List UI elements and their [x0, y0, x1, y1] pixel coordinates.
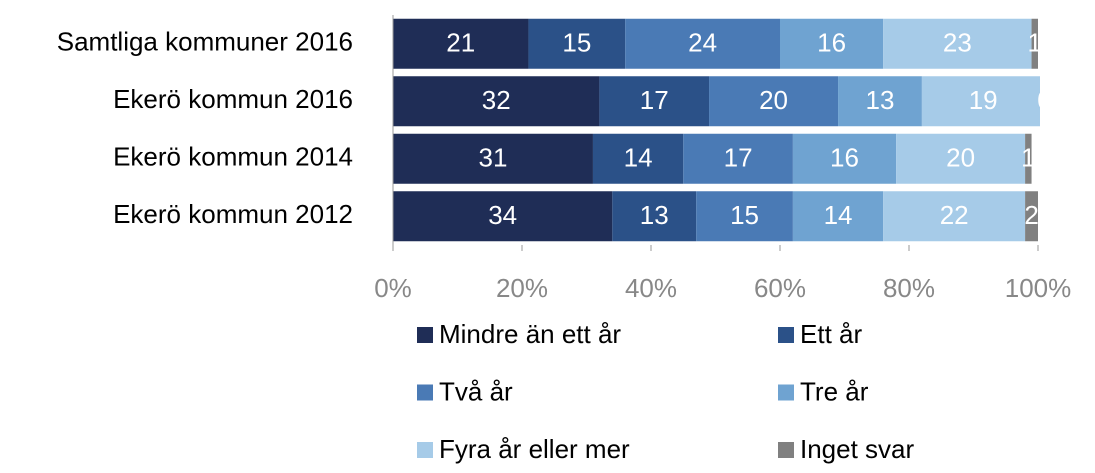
bar-segment [838, 76, 922, 127]
legend-swatch [778, 384, 794, 401]
bar-segment [921, 76, 1040, 127]
data-label: 14 [824, 200, 853, 230]
x-tick-label: 0% [374, 273, 412, 303]
bar-segment [683, 133, 793, 184]
bar-segment [696, 191, 793, 242]
data-label: 20 [759, 85, 788, 115]
bar-segment [625, 18, 780, 69]
data-label: 15 [562, 28, 591, 58]
data-label: 14 [624, 143, 653, 173]
data-label: 17 [724, 143, 753, 173]
bar-segment [1025, 191, 1038, 242]
bar-segment [599, 76, 710, 127]
y-tick-label: Samtliga kommuner 2016 [57, 27, 353, 57]
y-tick-label: Ekerö kommun 2016 [113, 84, 353, 114]
data-label: 17 [640, 85, 669, 115]
data-label: 32 [482, 85, 511, 115]
data-label: 13 [866, 85, 895, 115]
bar-segment [393, 76, 600, 127]
x-tick-label: 40% [625, 273, 677, 303]
legend-label: Fyra år eller mer [439, 434, 630, 464]
data-label: 23 [943, 28, 972, 58]
bar-segment [1025, 133, 1032, 184]
y-tick-label: Ekerö kommun 2012 [113, 199, 353, 229]
bar-segment [393, 191, 613, 242]
data-label: 16 [817, 28, 846, 58]
bar-segment [780, 18, 884, 69]
bar-segment [393, 18, 529, 69]
data-label: 2 [1024, 200, 1038, 230]
legend-label: Inget svar [800, 434, 915, 464]
bar-segment [883, 18, 1032, 69]
legend-swatch [417, 442, 433, 458]
legend-swatch [417, 384, 433, 401]
data-label: 1 [1028, 28, 1042, 58]
bar-segment [393, 133, 593, 184]
data-label: 15 [730, 200, 759, 230]
x-tick-label: 80% [883, 273, 935, 303]
data-label: 16 [830, 143, 859, 173]
bar-segment [612, 191, 697, 242]
plot-area: 21 15 24 16 23 132 17 20 13 19 031 14 17 16 20 134 13 15 1… [393, 18, 1051, 242]
bar-segment [883, 191, 1026, 242]
x-tick-label: 60% [754, 273, 806, 303]
bar-segment [792, 191, 884, 242]
bar-segment [1031, 18, 1038, 69]
legend-swatch [778, 327, 794, 343]
data-label: 1 [1021, 143, 1035, 173]
legend-label: Två år [439, 376, 513, 406]
data-label: 0 [1037, 85, 1051, 115]
legend-swatch [778, 442, 794, 458]
data-label: 34 [488, 200, 517, 230]
bar-segment [592, 133, 684, 184]
data-label: 13 [640, 200, 669, 230]
legend-label: Mindre än ett år [439, 319, 621, 349]
bar-segment [709, 76, 839, 127]
data-label: 21 [446, 28, 475, 58]
data-label: 20 [946, 143, 975, 173]
legend-swatch [417, 327, 433, 343]
bar-segment [792, 133, 897, 184]
y-tick-label: Ekerö kommun 2014 [113, 142, 353, 172]
bar-segment [896, 133, 1026, 184]
legend-label: Ett år [800, 319, 862, 349]
x-tick-label: 20% [496, 273, 548, 303]
data-label: 22 [940, 200, 969, 230]
bar-segment [528, 18, 626, 69]
x-tick-label: 100% [1005, 273, 1072, 303]
legend-label: Tre år [800, 376, 869, 406]
data-label: 24 [688, 28, 717, 58]
data-label: 31 [479, 143, 508, 173]
data-label: 19 [969, 85, 998, 115]
